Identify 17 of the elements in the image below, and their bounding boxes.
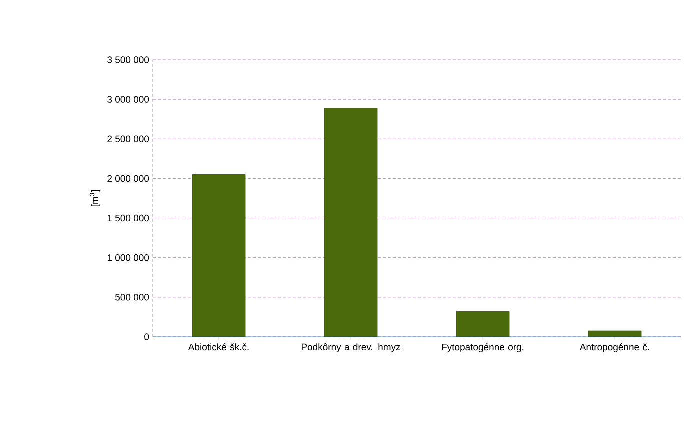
y-tick-label: 3 000 000 [108,96,150,103]
y-axis-title: [m$^{3}$] [90,190,100,207]
x-tick-label: Podkôrny a drev. hmyz [302,344,400,352]
y-tick-label: 1 000 000 [108,254,150,262]
x-tick-label: Abiotické šk.č. [188,344,249,351]
bar [324,108,378,337]
bar [588,330,642,337]
bar [456,311,510,337]
y-tick-label: 0 [144,334,150,340]
y-tick-label: 500 000 [116,294,150,301]
x-tick-label: Antropogénne č. [580,344,650,353]
y-tick-label: 2 000 000 [108,175,150,182]
y-tick-label: 3 500 000 [108,56,150,64]
y-tick-label: 1 500 000 [108,214,150,222]
bar [192,174,246,337]
y-tick-label: 2 500 000 [108,136,150,143]
x-tick-label: Fytopatogénne org. [442,344,524,353]
